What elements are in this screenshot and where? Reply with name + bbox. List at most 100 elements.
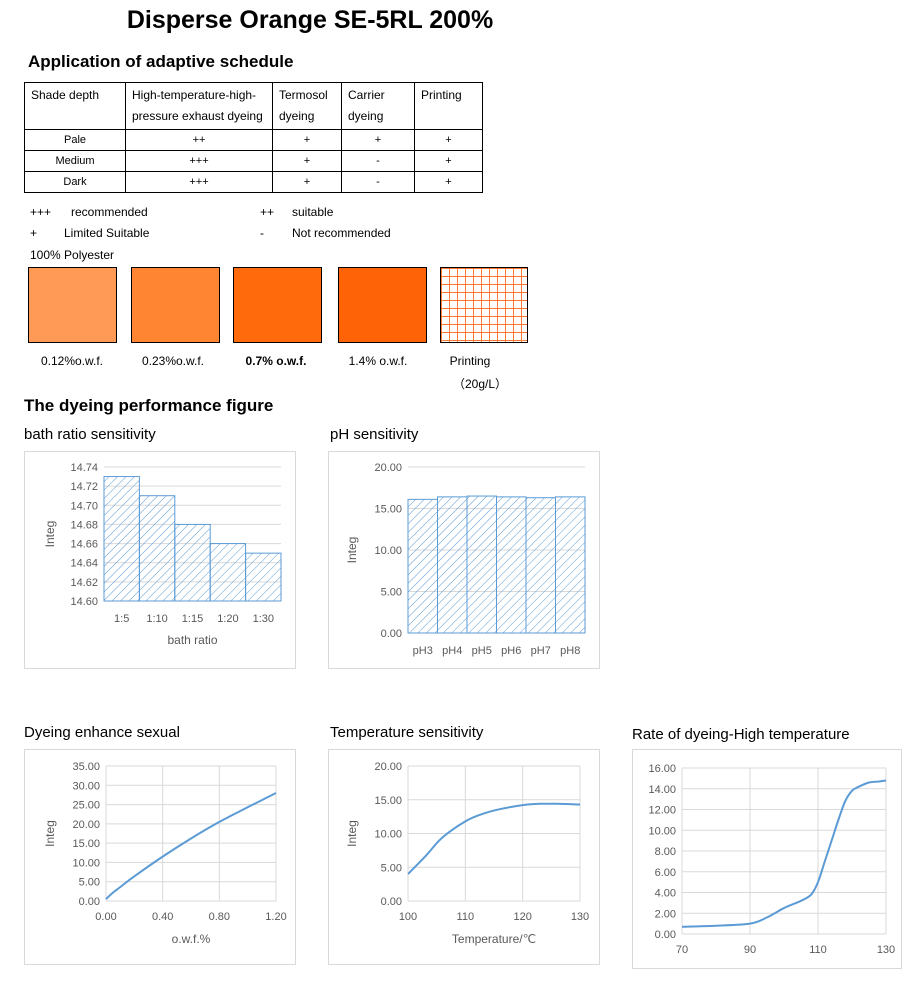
y-tick-label: 0.00 <box>381 896 402 908</box>
x-tick-label: 1:10 <box>146 613 167 625</box>
bar <box>138 495 176 602</box>
page-title: Disperse Orange SE-5RL 200% <box>126 6 494 34</box>
x-tick-label: 130 <box>877 944 895 956</box>
rate-of-dyeing-chart: 16.00 14.00 12.00 10.00 8.00 6.00 4.00 2.00 0.00… <box>632 749 902 969</box>
x-axis-label: bath ratio <box>167 633 217 647</box>
cell-htp: +++ <box>125 150 273 172</box>
y-tick-label: 16.00 <box>648 763 676 775</box>
y-tick-label: 4.00 <box>655 888 676 900</box>
legend-text-limited: Limited Suitable <box>64 226 150 240</box>
x-tick-label: 110 <box>457 911 475 923</box>
swatch-label: 0.7% o.w.f. <box>245 354 307 368</box>
swatch-label: 1.4% o.w.f. <box>348 354 408 368</box>
bar <box>437 496 468 634</box>
color-swatch <box>131 267 220 343</box>
y-tick-label: 0.00 <box>381 628 402 640</box>
y-tick-label: 5.00 <box>381 862 402 874</box>
chart-title: pH sensitivity <box>330 426 419 443</box>
cell-printing: + <box>414 171 483 193</box>
schedule-header-row: Shade depth High-temperature-high-pressu… <box>24 82 483 130</box>
chart-title: Temperature sensitivity <box>330 724 484 741</box>
bar <box>209 543 247 602</box>
bar <box>496 496 527 634</box>
x-tick-label: pH8 <box>560 645 580 657</box>
y-tick-label: 14.00 <box>648 784 676 796</box>
y-tick-label: 8.00 <box>655 846 676 858</box>
y-tick-label: 10.00 <box>648 825 676 837</box>
y-axis-label: Integ <box>43 521 57 548</box>
y-tick-label: 10.00 <box>72 857 100 869</box>
y-tick-label: 10.00 <box>374 545 402 557</box>
bar <box>407 498 438 634</box>
legend-symbol-limited: + <box>30 226 38 240</box>
dyeing-enhance-chart: 35.00 30.00 25.00 20.00 15.00 10.00 5.00 0.00 0.… <box>24 749 296 965</box>
y-tick-label: 5.00 <box>381 587 402 599</box>
x-tick-label: 90 <box>744 944 756 956</box>
table-row: Pale ++ + + + <box>24 129 483 151</box>
x-tick-label: 0.80 <box>209 911 230 923</box>
y-tick-label: 6.00 <box>655 867 676 879</box>
swatch-label: Printing <box>449 354 491 368</box>
header-termosol: Termosol dyeing <box>272 82 342 130</box>
y-tick-label: 14.60 <box>70 596 98 608</box>
y-tick-label: 14.74 <box>70 462 98 474</box>
y-tick-label: 20.00 <box>374 761 402 773</box>
y-axis-label: Integ <box>345 537 359 564</box>
chart-title: Dyeing enhance sexual <box>24 724 180 741</box>
x-axis-label: o.w.f.% <box>172 932 211 946</box>
x-tick-label: 0.40 <box>152 911 173 923</box>
chart-title: Rate of dyeing-High temperature <box>632 726 850 743</box>
x-tick-label: 1:5 <box>114 613 129 625</box>
y-tick-label: 14.68 <box>70 519 98 531</box>
y-tick-label: 14.64 <box>70 558 98 570</box>
x-tick-label: pH7 <box>531 645 551 657</box>
y-tick-label: 20.00 <box>374 462 402 474</box>
y-tick-label: 0.00 <box>79 896 100 908</box>
x-tick-label: 1:20 <box>217 613 238 625</box>
table-row: Medium +++ + - + <box>24 150 483 172</box>
x-axis-label: Temperature/℃ <box>452 932 536 946</box>
bar <box>245 552 282 602</box>
header-htp-exhaust: High-temperature-high-pressure exhaust d… <box>125 82 273 130</box>
printing-swatch <box>440 267 528 343</box>
swatch-sublabel: （20g/L） <box>452 377 508 391</box>
legend-symbol-not-recommended: - <box>260 226 264 240</box>
cell-carrier: - <box>341 171 415 193</box>
x-tick-label: pH5 <box>472 645 492 657</box>
y-tick-label: 10.00 <box>374 829 402 841</box>
bar <box>103 476 140 602</box>
chart-title: bath ratio sensitivity <box>24 426 156 443</box>
x-tick-label: 1:15 <box>182 613 203 625</box>
y-tick-label: 14.66 <box>70 539 98 551</box>
legend-symbol-suitable: ++ <box>260 205 275 219</box>
cell-termosol: + <box>272 129 342 151</box>
swatch-label: 0.12%o.w.f. <box>40 354 104 368</box>
x-tick-label: pH4 <box>442 645 462 657</box>
x-tick-label: 130 <box>571 911 589 923</box>
substrate-label: 100% Polyester <box>30 248 115 262</box>
cell-htp: ++ <box>125 129 273 151</box>
x-tick-label: 0.00 <box>95 911 116 923</box>
x-tick-label: 1.20 <box>265 911 286 923</box>
y-tick-label: 5.00 <box>79 877 100 889</box>
y-tick-label: 14.72 <box>70 481 98 493</box>
header-shade-depth: Shade depth <box>24 82 126 130</box>
y-axis-label: Integ <box>43 820 57 847</box>
y-tick-label: 15.00 <box>72 838 100 850</box>
bath-ratio-chart: 14.74 14.72 14.70 14.68 14.66 14.64 14.62 14.60… <box>24 451 296 669</box>
cell-shade: Pale <box>24 129 126 151</box>
y-tick-label: 0.00 <box>655 929 676 941</box>
x-tick-label: 100 <box>399 911 417 923</box>
y-tick-label: 25.00 <box>72 800 100 812</box>
legend-text-not-recommended: Not recommended <box>292 226 391 240</box>
ph-chart: 20.00 15.00 10.00 5.00 0.00 pH3 pH4 pH5 pH6 pH7 pH… <box>328 451 600 669</box>
y-axis-label: Integ <box>345 820 359 847</box>
y-tick-label: 35.00 <box>72 761 100 773</box>
schedule-heading: Application of adaptive schedule <box>28 52 294 71</box>
x-tick-label: pH6 <box>501 645 521 657</box>
legend-symbol-recommended: +++ <box>30 205 52 219</box>
y-tick-label: 20.00 <box>72 819 100 831</box>
color-swatch <box>233 267 322 343</box>
series-line <box>407 802 581 875</box>
cell-termosol: + <box>272 150 342 172</box>
